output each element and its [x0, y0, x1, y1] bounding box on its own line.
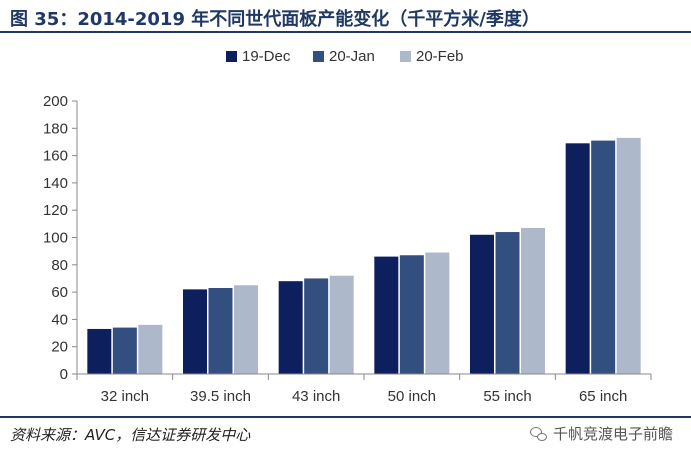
- y-tick-label: 0: [60, 366, 68, 383]
- wechat-icon: [529, 426, 548, 442]
- bar-20-Jan: [208, 288, 233, 374]
- bar-20-Jan: [112, 327, 137, 374]
- legend-swatch: [226, 51, 237, 62]
- bars: [87, 137, 641, 374]
- watermark: 千帆竞渡电子前瞻: [529, 423, 673, 444]
- figure-title: 图 35：2014-2019 年不同世代面板产能变化（千平方米/季度）: [10, 9, 540, 30]
- legend-swatch: [400, 51, 411, 62]
- x-tick-label: 32 inch: [101, 388, 149, 405]
- bar-19-Dec: [374, 256, 399, 374]
- bar-20-Jan: [495, 232, 520, 374]
- bar-20-Feb: [425, 252, 450, 374]
- figure-source: 资料来源：AVC，信达证券研发中心: [10, 426, 251, 444]
- bar-20-Feb: [138, 324, 163, 374]
- legend-label: 19-Dec: [242, 48, 291, 65]
- legend-label: 20-Jan: [329, 48, 375, 65]
- bar-20-Jan: [304, 278, 329, 374]
- bar-20-Jan: [591, 140, 616, 374]
- figure-footer: 资料来源：AVC，信达证券研发中心 千帆竞渡电子前瞻: [0, 416, 691, 451]
- watermark-text: 千帆竞渡电子前瞻: [552, 425, 673, 443]
- x-axis: 32 inch 39.5 inch 43 inch 50 inch 55 inch 65 …: [76, 373, 652, 405]
- y-tick-label: 120: [43, 202, 68, 219]
- y-tick-label: 100: [43, 230, 68, 247]
- legend-label: 20-Feb: [416, 48, 464, 65]
- x-tick-label: 50 inch: [388, 388, 436, 405]
- bar-19-Dec: [470, 234, 494, 374]
- figure-header: 图 35：2014-2019 年不同世代面板产能变化（千平方米/季度）: [0, 0, 691, 33]
- chart-legend: 19-Dec 20-Jan 20-Feb: [226, 48, 464, 65]
- x-tick-label: 55 inch: [483, 388, 531, 405]
- legend-swatch: [313, 51, 324, 62]
- bar-19-Dec: [87, 328, 112, 374]
- bar-19-Dec: [565, 143, 590, 374]
- y-tick-label: 160: [43, 148, 68, 165]
- y-tick-label: 40: [51, 311, 68, 328]
- y-tick-label: 180: [43, 120, 68, 137]
- x-tick-label: 65 inch: [579, 388, 627, 405]
- bar-20-Feb: [234, 285, 258, 374]
- bar-20-Jan: [399, 255, 424, 374]
- x-tick-label: 39.5 inch: [190, 388, 251, 405]
- y-axis: 0 20 40 60 80 100 120 140 160 180 200: [43, 93, 78, 383]
- y-tick-label: 60: [51, 284, 68, 301]
- y-tick-label: 20: [51, 339, 68, 356]
- bar-chart: 19-Dec 20-Jan 20-Feb 0 20 40 60 80 100 120 140 160…: [43, 48, 652, 405]
- bar-19-Dec: [278, 281, 303, 374]
- bar-20-Feb: [616, 137, 641, 374]
- x-tick-label: 43 inch: [292, 388, 340, 405]
- bar-19-Dec: [183, 289, 207, 374]
- y-tick-label: 80: [51, 257, 68, 274]
- y-tick-label: 200: [43, 93, 68, 110]
- bar-20-Feb: [329, 275, 354, 374]
- bar-20-Feb: [521, 227, 545, 374]
- y-tick-label: 140: [43, 175, 68, 192]
